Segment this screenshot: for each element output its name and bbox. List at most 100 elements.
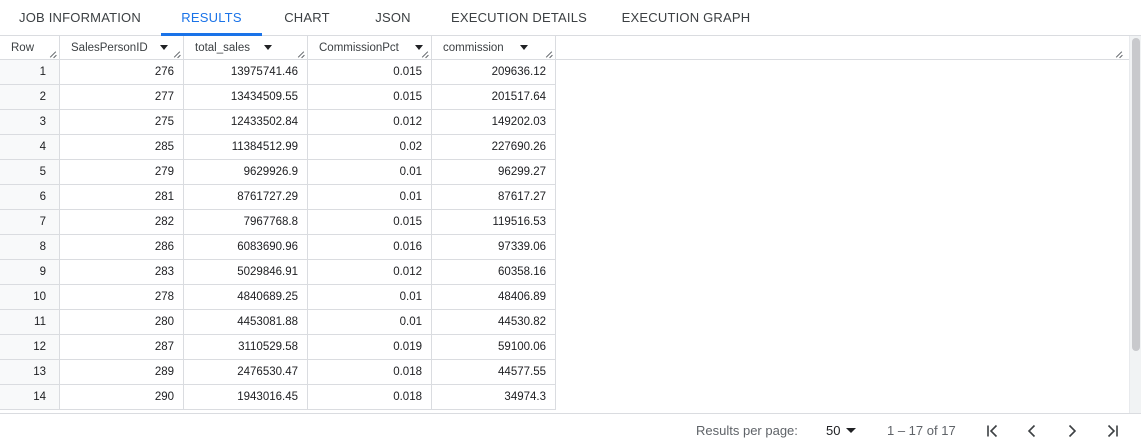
cell-commission[interactable]: 201517.64 <box>432 85 556 110</box>
column-header-row[interactable]: Row <box>0 36 60 60</box>
scrollbar-thumb[interactable] <box>1132 38 1140 351</box>
cell-row-number[interactable]: 1 <box>0 60 60 85</box>
table-row[interactable]: 9 283 5029846.91 0.012 60358.16 <box>0 260 556 285</box>
cell-commission[interactable]: 59100.06 <box>432 335 556 360</box>
cell-commissionpct[interactable]: 0.015 <box>308 210 432 235</box>
tab-json[interactable]: JSON <box>375 10 411 25</box>
cell-commissionpct[interactable]: 0.016 <box>308 235 432 260</box>
resize-handle-icon[interactable] <box>422 51 429 58</box>
cell-total-sales[interactable]: 12433502.84 <box>184 110 308 135</box>
table-row[interactable]: 8 286 6083690.96 0.016 97339.06 <box>0 235 556 260</box>
cell-commissionpct[interactable]: 0.01 <box>308 185 432 210</box>
table-row[interactable]: 14 290 1943016.45 0.018 34974.3 <box>0 385 556 410</box>
column-header-commission[interactable]: commission <box>432 36 556 60</box>
cell-row-number[interactable]: 14 <box>0 385 60 410</box>
cell-row-number[interactable]: 7 <box>0 210 60 235</box>
cell-row-number[interactable]: 2 <box>0 85 60 110</box>
cell-commission[interactable]: 60358.16 <box>432 260 556 285</box>
column-header-salespersonid[interactable]: SalesPersonID <box>60 36 184 60</box>
cell-commissionpct[interactable]: 0.01 <box>308 160 432 185</box>
sort-menu-icon[interactable] <box>264 45 272 50</box>
cell-salespersonid[interactable]: 286 <box>60 235 184 260</box>
table-row[interactable]: 12 287 3110529.58 0.019 59100.06 <box>0 335 556 360</box>
cell-row-number[interactable]: 13 <box>0 360 60 385</box>
first-page-button[interactable] <box>981 419 1005 443</box>
cell-salespersonid[interactable]: 279 <box>60 160 184 185</box>
cell-total-sales[interactable]: 9629926.9 <box>184 160 308 185</box>
cell-row-number[interactable]: 3 <box>0 110 60 135</box>
cell-commission[interactable]: 97339.06 <box>432 235 556 260</box>
resize-handle-icon[interactable] <box>298 51 305 58</box>
cell-salespersonid[interactable]: 277 <box>60 85 184 110</box>
cell-total-sales[interactable]: 8761727.29 <box>184 185 308 210</box>
previous-page-button[interactable] <box>1020 419 1044 443</box>
cell-total-sales[interactable]: 13434509.55 <box>184 85 308 110</box>
cell-row-number[interactable]: 10 <box>0 285 60 310</box>
cell-total-sales[interactable]: 13975741.46 <box>184 60 308 85</box>
tab-results[interactable]: RESULTS <box>161 0 262 36</box>
last-page-button[interactable] <box>1100 419 1124 443</box>
vertical-scrollbar[interactable] <box>1129 36 1141 413</box>
cell-salespersonid[interactable]: 290 <box>60 385 184 410</box>
tab-execution-details[interactable]: EXECUTION DETAILS <box>450 10 588 25</box>
tab-job-information[interactable]: JOB INFORMATION <box>19 10 141 25</box>
cell-salespersonid[interactable]: 287 <box>60 335 184 360</box>
table-row[interactable]: 1 276 13975741.46 0.015 209636.12 <box>0 60 556 85</box>
cell-commission[interactable]: 227690.26 <box>432 135 556 160</box>
cell-commissionpct[interactable]: 0.02 <box>308 135 432 160</box>
column-header-commissionpct[interactable]: CommissionPct <box>308 36 432 60</box>
cell-total-sales[interactable]: 7967768.8 <box>184 210 308 235</box>
cell-total-sales[interactable]: 4453081.88 <box>184 310 308 335</box>
table-row[interactable]: 3 275 12433502.84 0.012 149202.03 <box>0 110 556 135</box>
resize-handle-icon[interactable] <box>546 51 553 58</box>
next-page-button[interactable] <box>1060 419 1084 443</box>
cell-commissionpct[interactable]: 0.015 <box>308 60 432 85</box>
resize-handle-icon[interactable] <box>174 51 181 58</box>
resize-handle-icon[interactable] <box>50 51 57 58</box>
cell-commissionpct[interactable]: 0.01 <box>308 310 432 335</box>
cell-total-sales[interactable]: 3110529.58 <box>184 335 308 360</box>
cell-salespersonid[interactable]: 278 <box>60 285 184 310</box>
cell-row-number[interactable]: 8 <box>0 235 60 260</box>
cell-row-number[interactable]: 12 <box>0 335 60 360</box>
table-row[interactable]: 11 280 4453081.88 0.01 44530.82 <box>0 310 556 335</box>
table-row[interactable]: 2 277 13434509.55 0.015 201517.64 <box>0 85 556 110</box>
cell-commissionpct[interactable]: 0.019 <box>308 335 432 360</box>
cell-commission[interactable]: 48406.89 <box>432 285 556 310</box>
column-header-total-sales[interactable]: total_sales <box>184 36 308 60</box>
sort-menu-icon[interactable] <box>415 45 423 50</box>
cell-row-number[interactable]: 4 <box>0 135 60 160</box>
cell-commissionpct[interactable]: 0.018 <box>308 385 432 410</box>
cell-commissionpct[interactable]: 0.01 <box>308 285 432 310</box>
cell-salespersonid[interactable]: 276 <box>60 60 184 85</box>
cell-commission[interactable]: 34974.3 <box>432 385 556 410</box>
cell-commission[interactable]: 44530.82 <box>432 310 556 335</box>
cell-total-sales[interactable]: 5029846.91 <box>184 260 308 285</box>
table-row[interactable]: 6 281 8761727.29 0.01 87617.27 <box>0 185 556 210</box>
cell-commission[interactable]: 87617.27 <box>432 185 556 210</box>
cell-salespersonid[interactable]: 280 <box>60 310 184 335</box>
cell-salespersonid[interactable]: 283 <box>60 260 184 285</box>
cell-row-number[interactable]: 11 <box>0 310 60 335</box>
table-row[interactable]: 4 285 11384512.99 0.02 227690.26 <box>0 135 556 160</box>
results-per-page-select[interactable]: 50 <box>826 421 857 439</box>
cell-total-sales[interactable]: 4840689.25 <box>184 285 308 310</box>
table-row[interactable]: 10 278 4840689.25 0.01 48406.89 <box>0 285 556 310</box>
tab-execution-graph[interactable]: EXECUTION GRAPH <box>621 10 751 25</box>
resize-handle-icon[interactable] <box>1116 51 1123 58</box>
cell-row-number[interactable]: 6 <box>0 185 60 210</box>
cell-row-number[interactable]: 9 <box>0 260 60 285</box>
cell-commission[interactable]: 149202.03 <box>432 110 556 135</box>
sort-menu-icon[interactable] <box>160 45 168 50</box>
cell-commission[interactable]: 119516.53 <box>432 210 556 235</box>
cell-commission[interactable]: 44577.55 <box>432 360 556 385</box>
cell-commission[interactable]: 96299.27 <box>432 160 556 185</box>
sort-menu-icon[interactable] <box>520 45 528 50</box>
cell-row-number[interactable]: 5 <box>0 160 60 185</box>
cell-salespersonid[interactable]: 275 <box>60 110 184 135</box>
cell-total-sales[interactable]: 2476530.47 <box>184 360 308 385</box>
table-row[interactable]: 5 279 9629926.9 0.01 96299.27 <box>0 160 556 185</box>
cell-salespersonid[interactable]: 289 <box>60 360 184 385</box>
cell-salespersonid[interactable]: 282 <box>60 210 184 235</box>
cell-salespersonid[interactable]: 281 <box>60 185 184 210</box>
